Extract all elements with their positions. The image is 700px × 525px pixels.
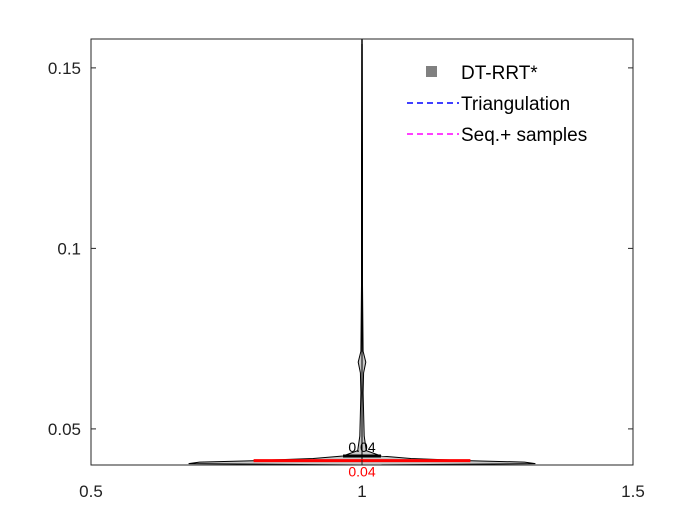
annotation-layer: 0.04 0.04	[348, 439, 375, 480]
y-tick-label: 0.05	[48, 420, 81, 439]
legend-entry: Triangulation	[407, 94, 570, 115]
legend-square-marker	[426, 66, 437, 77]
legend-label: Triangulation	[461, 94, 570, 115]
mean-value-label: 0.04	[348, 439, 375, 455]
axis-layer: 0.5 1 1.5 0.05 0.1 0.15	[48, 39, 645, 501]
y-tick-label: 0.15	[48, 59, 81, 78]
x-tick-label: 1.5	[621, 482, 645, 501]
x-tick-label: 1	[357, 482, 366, 501]
legend-label: DT-RRT*	[461, 63, 538, 84]
legend-label: Seq.+ samples	[461, 125, 587, 146]
x-tick-label: 0.5	[79, 482, 103, 501]
legend-entry: Seq.+ samples	[407, 125, 587, 146]
median-value-label: 0.04	[348, 464, 375, 480]
legend: DT-RRT* Triangulation Seq.+ samples	[407, 63, 587, 146]
y-tick-label: 0.1	[57, 239, 81, 258]
legend-entry: DT-RRT*	[426, 63, 538, 84]
